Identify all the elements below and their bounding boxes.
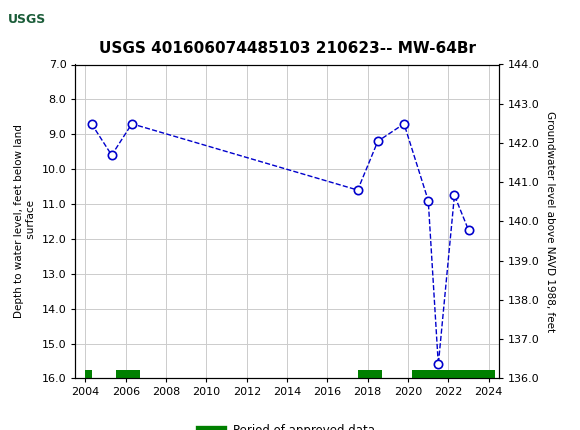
Bar [85, 370, 92, 378]
Title: USGS 401606074485103 210623-- MW-64Br: USGS 401606074485103 210623-- MW-64Br [99, 41, 476, 56]
Text: ≡USGS: ≡USGS [6, 10, 60, 28]
Bar [428, 370, 495, 378]
Y-axis label: Depth to water level, feet below land
 surface: Depth to water level, feet below land su… [14, 125, 36, 318]
Text: USGS: USGS [8, 13, 46, 26]
Legend: Period of approved data: Period of approved data [195, 419, 379, 430]
Bar [116, 370, 140, 378]
Y-axis label: Groundwater level above NAVD 1988, feet: Groundwater level above NAVD 1988, feet [545, 111, 555, 332]
Bar [412, 370, 428, 378]
FancyBboxPatch shape [1, 3, 50, 36]
Bar [358, 370, 382, 378]
